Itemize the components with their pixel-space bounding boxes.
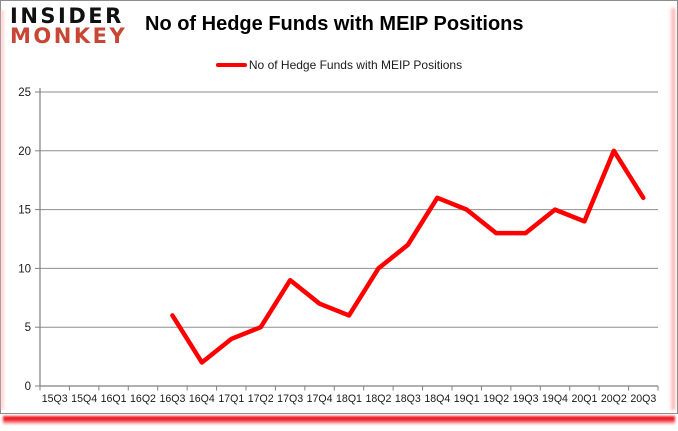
logo-insider-text: INSIDER <box>10 4 124 28</box>
x-tick-label: 16Q4 <box>189 393 215 405</box>
red-shadow-left <box>1 10 5 410</box>
x-tick-label: 16Q3 <box>159 393 185 405</box>
x-tick-label: 20Q1 <box>571 393 597 405</box>
x-tick-label: 15Q3 <box>42 393 68 405</box>
data-line <box>170 148 646 365</box>
x-tick-label: 17Q1 <box>218 393 244 405</box>
line-chart: 0 5 10 15 20 25 15Q3 15Q4 16Q1 16Q2 16Q3 16Q4 17Q1 17… <box>18 87 659 405</box>
legend: No of Hedge Funds with MEIP Positions <box>0 57 678 73</box>
red-shadow-right <box>669 8 675 410</box>
x-tick-label: 18Q3 <box>395 393 421 405</box>
chart-title: No of Hedge Funds with MEIP Positions <box>145 13 524 35</box>
y-tick-label: 0 <box>25 381 31 393</box>
x-tick-label: 16Q2 <box>130 393 156 405</box>
x-tick-label: 19Q4 <box>542 393 568 405</box>
red-shadow-bottom <box>3 416 675 425</box>
x-tick-label: 19Q3 <box>513 393 539 405</box>
x-tick-label: 17Q4 <box>307 393 333 405</box>
x-tick-label: 19Q2 <box>483 393 509 405</box>
y-tick-label: 5 <box>25 322 31 334</box>
y-tick-label: 25 <box>18 87 31 99</box>
x-tick-label: 17Q2 <box>248 393 274 405</box>
x-tick-label: 17Q3 <box>277 393 303 405</box>
x-tick-label: 18Q4 <box>424 393 450 405</box>
x-tick-label: 20Q2 <box>601 393 627 405</box>
logo-monkey-text: MONKEY <box>10 23 128 48</box>
x-tick-label: 19Q1 <box>454 393 480 405</box>
y-tick-label: 20 <box>18 146 31 158</box>
y-tick-label: 15 <box>18 205 31 217</box>
x-tick-label: 18Q1 <box>336 393 362 405</box>
x-tick-label: 16Q1 <box>101 393 127 405</box>
legend-line-swatch <box>215 63 247 67</box>
x-tick-label: 20Q3 <box>630 393 656 405</box>
legend-label: No of Hedge Funds with MEIP Positions <box>248 58 463 72</box>
chart-frame <box>0 0 678 414</box>
insider-monkey-logo: INSIDER MONKEY <box>10 4 128 48</box>
y-tick-label: 10 <box>18 263 31 275</box>
x-tick-label: 15Q4 <box>71 393 97 405</box>
x-tick-label: 18Q2 <box>365 393 391 405</box>
